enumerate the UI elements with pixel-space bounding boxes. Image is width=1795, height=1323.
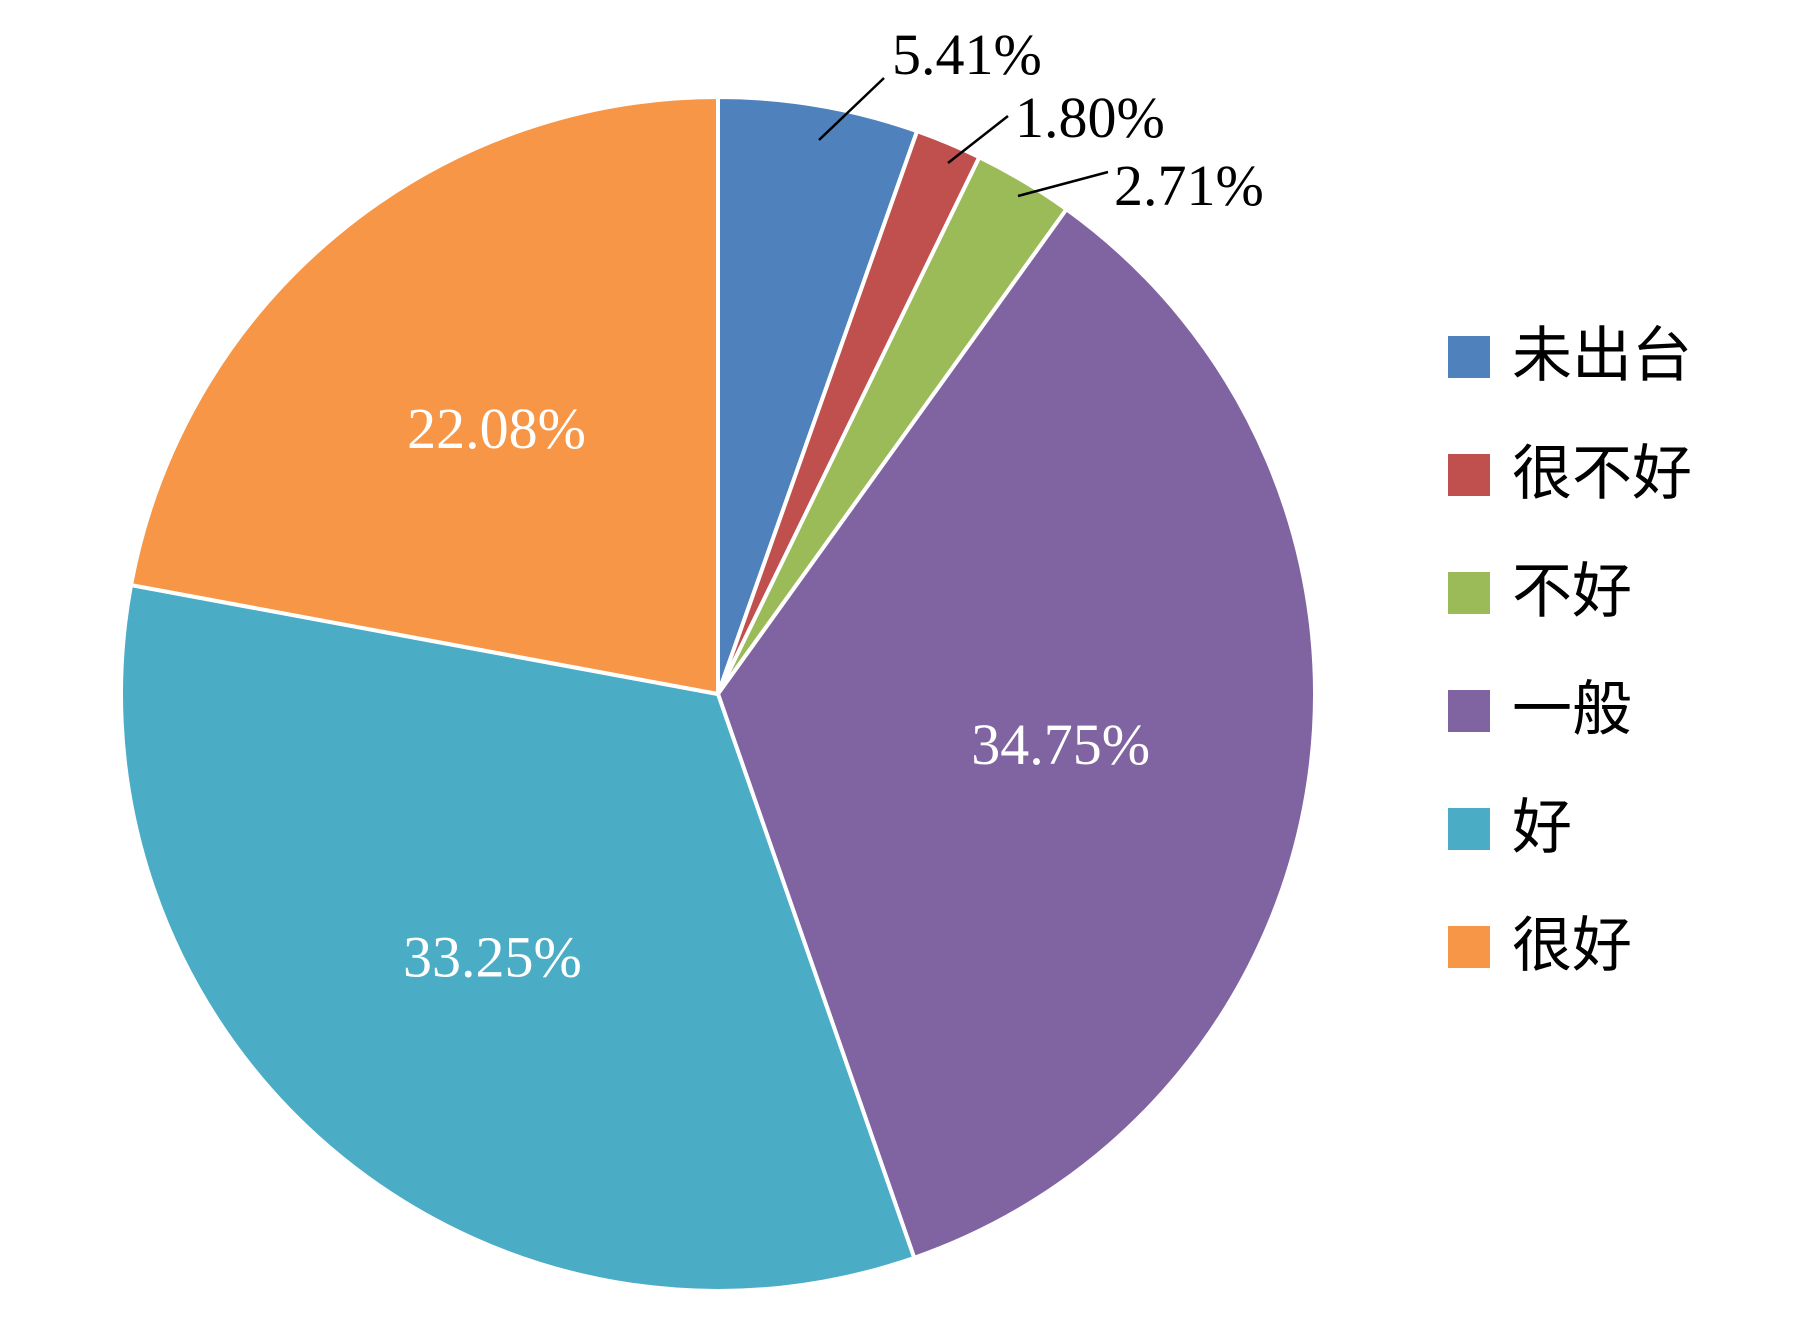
legend-label-0: 未出台 (1512, 321, 1692, 391)
legend-label-4: 好 (1512, 793, 1572, 863)
data-label-5: 22.08% (407, 396, 586, 461)
pie-slices (119, 94, 1317, 1293)
legend-swatch-0 (1448, 336, 1490, 378)
pie-slice-0 (716, 94, 920, 695)
data-label-4: 33.25% (403, 925, 582, 990)
legend-swatch-3 (1448, 690, 1490, 732)
leader-lines (818, 77, 1109, 198)
data-label-1: 1.80% (1015, 85, 1165, 150)
data-labels: 5.41%1.80%2.71% 34.75% 33.25% 22.08% (403, 22, 1264, 990)
data-label-0: 5.41% (892, 22, 1042, 87)
leader-line-2 (1017, 170, 1109, 198)
pie-slice-4 (119, 582, 917, 1293)
legend-label-1: 很不好 (1512, 439, 1692, 509)
legend-swatch-2 (1448, 572, 1490, 614)
legend-label-5: 很好 (1512, 911, 1632, 981)
legend-label-2: 不好 (1512, 557, 1632, 627)
legend-swatch-4 (1448, 808, 1490, 850)
pie-slice-3 (715, 206, 1317, 1261)
pie-slice-5 (128, 94, 720, 697)
legend-swatch-1 (1448, 454, 1490, 496)
legend-label-3: 一般 (1512, 675, 1632, 745)
data-label-3: 34.75% (971, 712, 1150, 777)
leader-line-0 (818, 77, 885, 141)
data-label-2: 2.71% (1114, 153, 1264, 218)
legend-swatch-5 (1448, 926, 1490, 968)
leader-line-1 (947, 115, 1009, 164)
